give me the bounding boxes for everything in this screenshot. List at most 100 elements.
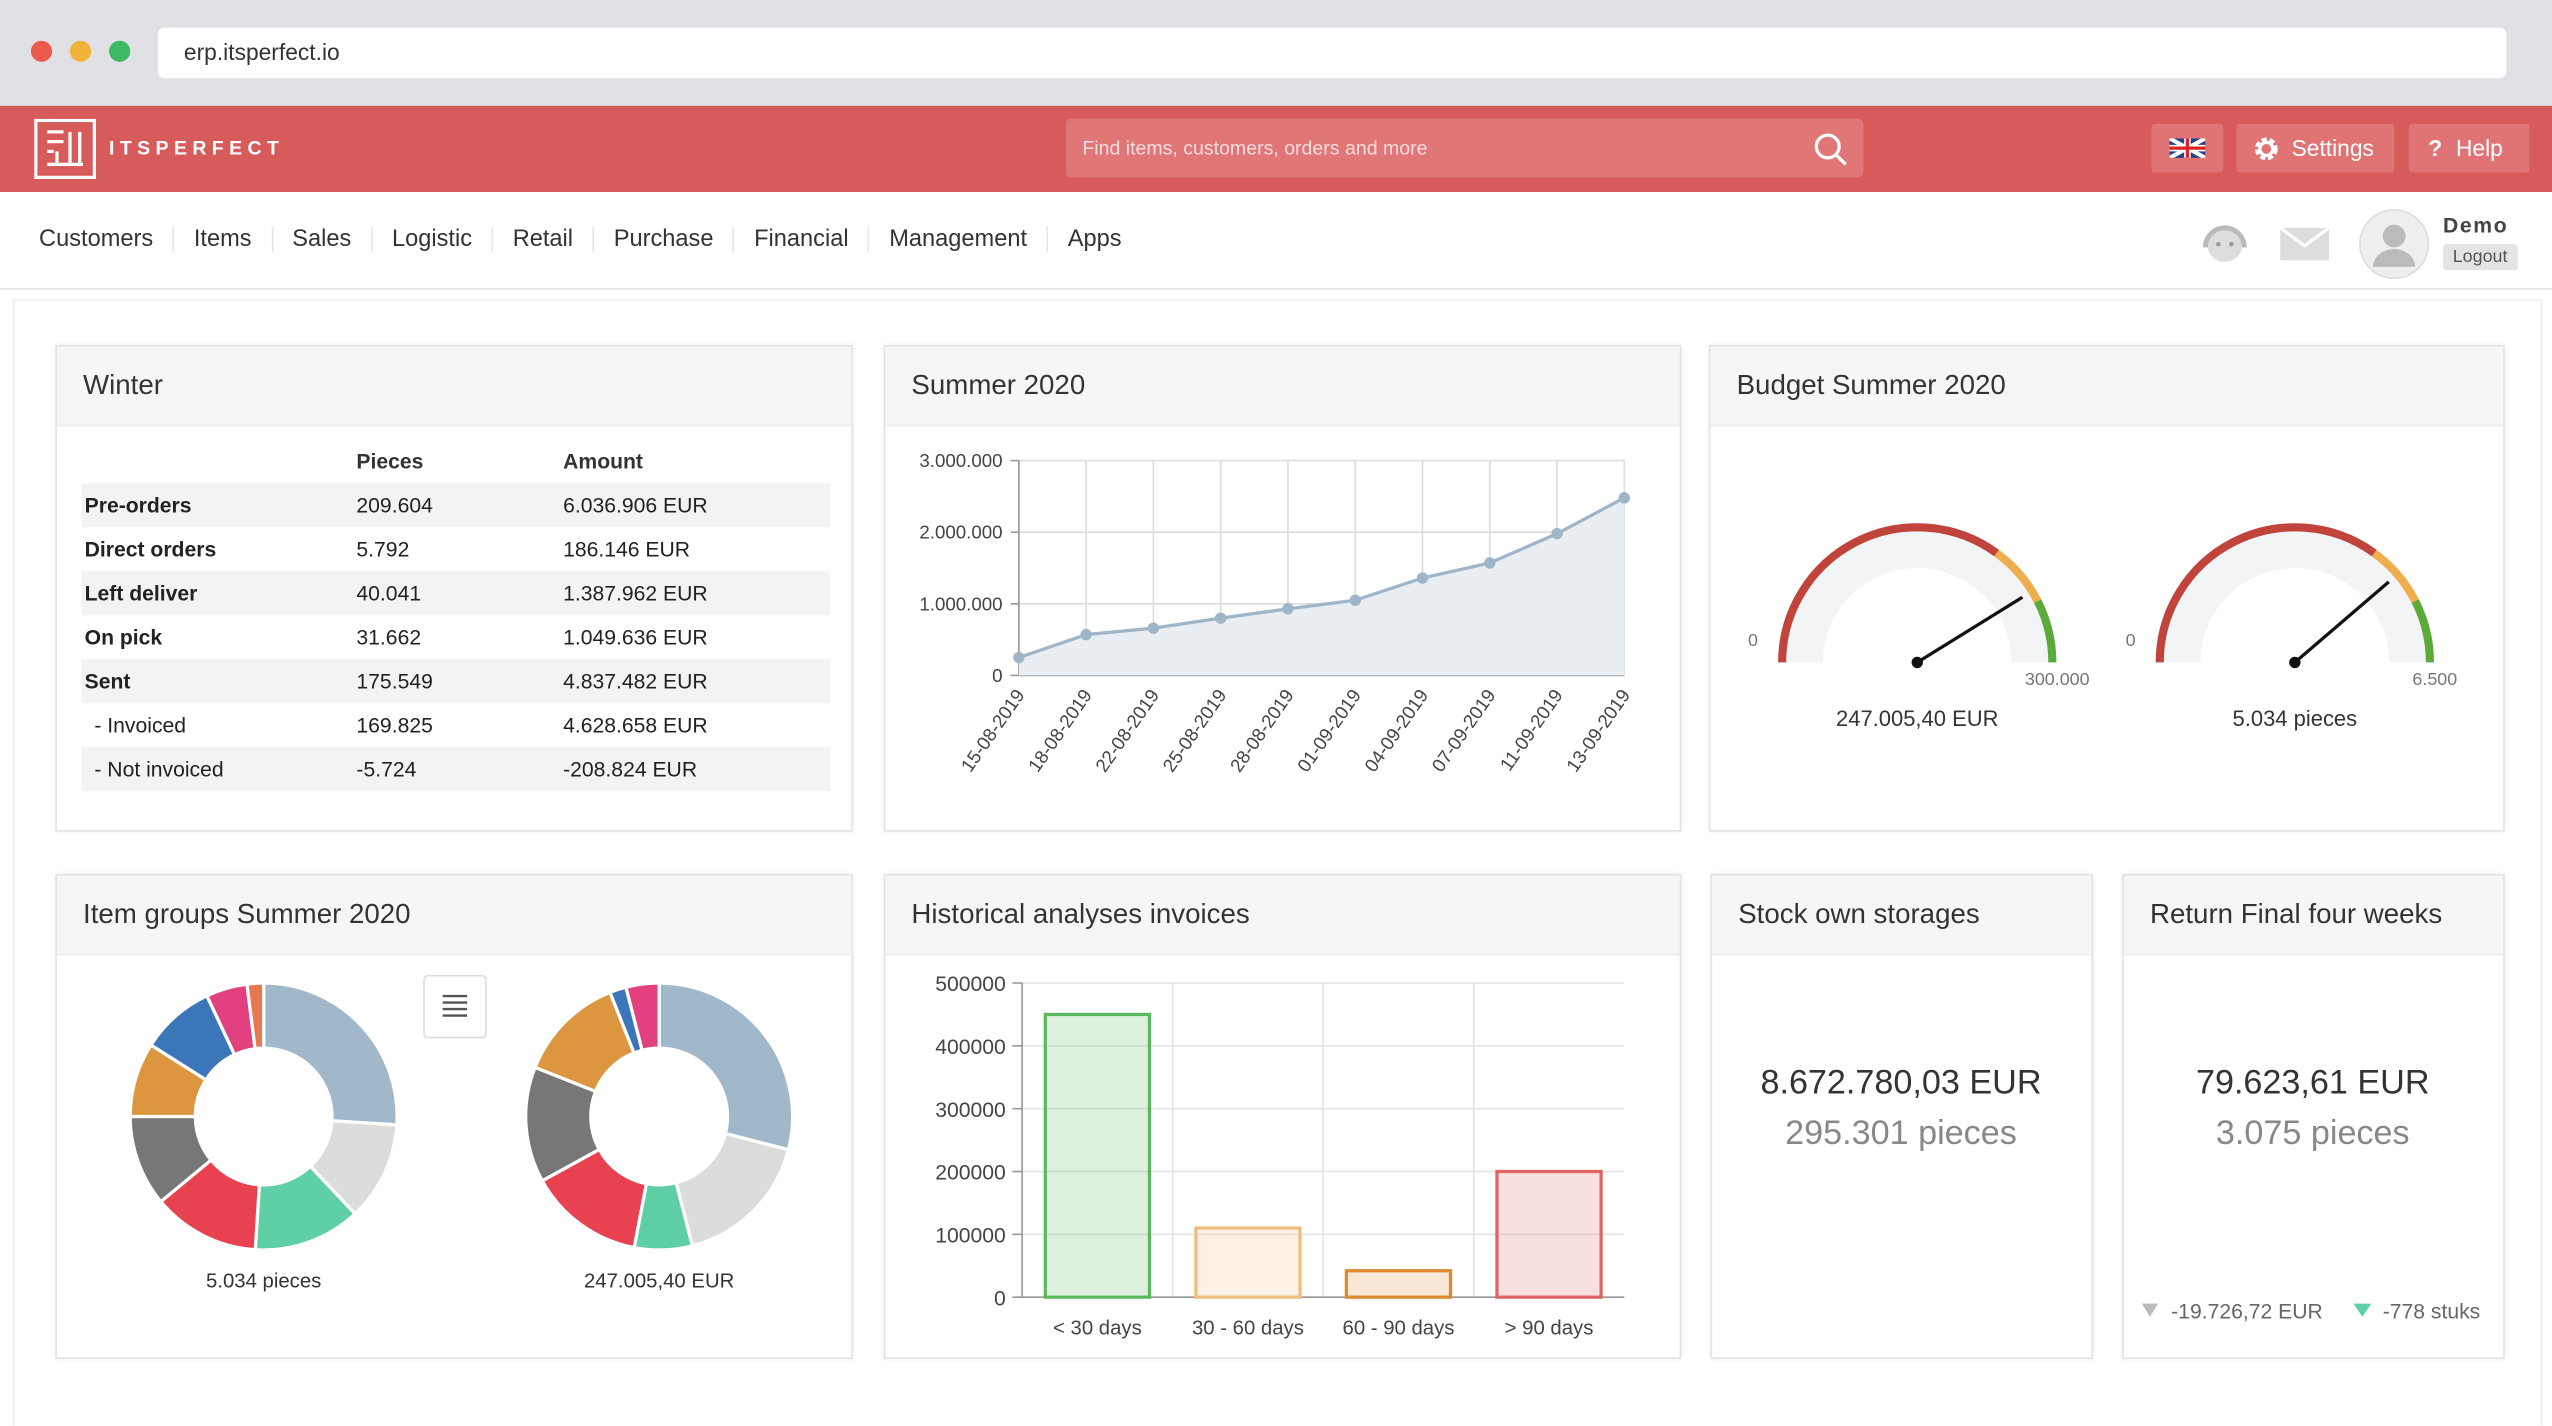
flag-icon <box>2169 138 2206 158</box>
point <box>1080 628 1092 641</box>
gauge-tick-label: 300.000 <box>2025 669 2090 689</box>
panel-title: Item groups Summer 2020 <box>56 875 852 956</box>
delta-pieces: -778 stuks <box>2383 1300 2481 1323</box>
row-stripe <box>81 571 831 616</box>
nav-item[interactable]: Apps <box>1046 226 1141 253</box>
search-box[interactable]: Find items, customers, orders and more <box>1066 118 1864 178</box>
table-cell: Sent <box>85 670 131 693</box>
y-tick-label: 0 <box>992 665 1002 686</box>
nav-item[interactable]: Purchase <box>592 226 733 253</box>
donut-slice <box>262 981 399 1127</box>
bar <box>1344 1269 1453 1299</box>
x-tick-label: 04-09-2019 <box>1360 685 1432 775</box>
x-tick-label: 28-08-2019 <box>1226 685 1298 775</box>
avatar[interactable] <box>2358 208 2430 280</box>
gauge-tick-label: 0 <box>1748 630 1758 650</box>
point <box>1551 527 1563 540</box>
gauge-band <box>1994 549 2042 603</box>
nav-item[interactable]: Logistic <box>370 226 492 253</box>
table-cell: 6.036.906 EUR <box>563 495 708 518</box>
y-tick-label: 500000 <box>935 973 1006 996</box>
x-tick-label: 11-09-2019 <box>1496 685 1567 774</box>
min-dot[interactable] <box>69 40 92 62</box>
nav-item[interactable]: Items <box>172 226 271 253</box>
gauge-track <box>2161 529 2429 663</box>
close-dot[interactable] <box>30 40 53 62</box>
panel: Stock own storages <box>1710 873 2094 1360</box>
url-bar[interactable]: erp.itsperfect.io <box>157 27 2507 79</box>
line <box>1018 496 1626 660</box>
gauge-value-label: 5.034 pieces <box>2233 706 2358 731</box>
gauge-needle <box>2293 580 2390 664</box>
table-cell: -208.824 EUR <box>563 758 697 781</box>
menu-icon <box>442 994 468 1017</box>
table-cell: 31.662 <box>356 627 421 650</box>
x-tick-label: 25-08-2019 <box>1158 685 1230 775</box>
donut-label: 5.034 pieces <box>206 1270 321 1292</box>
delta-amount: -19.726,72 EUR <box>2171 1300 2323 1323</box>
y-tick-label: 100000 <box>935 1224 1006 1247</box>
table-cell: 1.049.636 EUR <box>563 627 708 650</box>
max-dot[interactable] <box>109 40 131 62</box>
donut-slice <box>623 981 661 1053</box>
settings-button[interactable]: Settings <box>2236 123 2395 173</box>
table-cell: 209.604 <box>356 495 433 518</box>
user-name: Demo <box>2442 213 2509 238</box>
nav-item[interactable]: Financial <box>732 226 868 253</box>
trend-icon <box>2141 1303 2159 1317</box>
table-cell: 175.549 <box>356 670 432 693</box>
language-button[interactable] <box>2151 123 2224 173</box>
menu-button[interactable] <box>423 974 487 1039</box>
table-cell: 1.387.962 EUR <box>563 583 708 606</box>
table-cell: 40.041 <box>356 583 421 606</box>
nav-item[interactable]: Sales <box>271 226 371 253</box>
column-header: Pieces <box>356 451 423 474</box>
panel-title: Winter <box>56 346 852 427</box>
logo[interactable] <box>34 118 97 180</box>
table-cell: 5.792 <box>356 539 409 562</box>
nav-item[interactable]: Customers <box>39 226 154 253</box>
donut-slice <box>657 981 795 1152</box>
panel: Return Final four weeks <box>2122 873 2505 1360</box>
bar <box>1043 1012 1152 1299</box>
support-icon[interactable] <box>2196 215 2255 274</box>
panel-title: Return Final four weeks <box>2123 875 2504 956</box>
y-tick-label: 0 <box>994 1287 1006 1310</box>
gauge-tick-label: 0 <box>2126 630 2136 650</box>
gauge-band <box>2411 599 2435 663</box>
donut-slice <box>245 981 266 1051</box>
kpi-amount: 8.672.780,03 EUR <box>1760 1064 2041 1102</box>
table-cell: Direct orders <box>85 539 217 562</box>
kpi-pieces: 295.301 pieces <box>1785 1114 2017 1152</box>
panel-title: Summer 2020 <box>885 346 1680 427</box>
gauge-band <box>1778 523 2000 663</box>
mail-icon[interactable] <box>2279 226 2331 262</box>
row-stripe <box>81 747 831 791</box>
table-cell: Pre-orders <box>85 495 192 518</box>
nav-item[interactable]: Retail <box>491 226 593 253</box>
x-tick-label: 13-09-2019 <box>1562 685 1634 775</box>
x-tick-label: 60 - 90 days <box>1343 1318 1455 1340</box>
point <box>1416 572 1429 584</box>
logout-button[interactable]: Logout <box>2442 244 2518 271</box>
area <box>1018 497 1625 676</box>
panel: Item groups Summer 2020 <box>55 873 853 1360</box>
kpi-pieces: 3.075 pieces <box>2216 1114 2410 1152</box>
panel-title: Budget Summer 2020 <box>1710 346 2504 427</box>
y-tick-label: 400000 <box>935 1036 1006 1059</box>
search-icon[interactable] <box>1813 132 1849 168</box>
help-label: Help <box>2455 135 2503 162</box>
gauge-value-label: 247.005,40 EUR <box>1836 706 1998 731</box>
table-cell: - Invoiced <box>94 714 186 737</box>
y-tick-label: 1.000.000 <box>919 593 1002 614</box>
help-button[interactable]: ? Help <box>2408 123 2530 173</box>
settings-label: Settings <box>2291 135 2374 162</box>
gauge-band <box>2033 599 2057 663</box>
row-stripe <box>81 483 831 528</box>
app-header: ITSPERFECT Find items, customers, orders… <box>0 105 2552 193</box>
panel-title: Historical analyses invoices <box>885 875 1680 956</box>
y-tick-label: 300000 <box>935 1099 1006 1122</box>
nav-item[interactable]: Management <box>868 226 1046 253</box>
